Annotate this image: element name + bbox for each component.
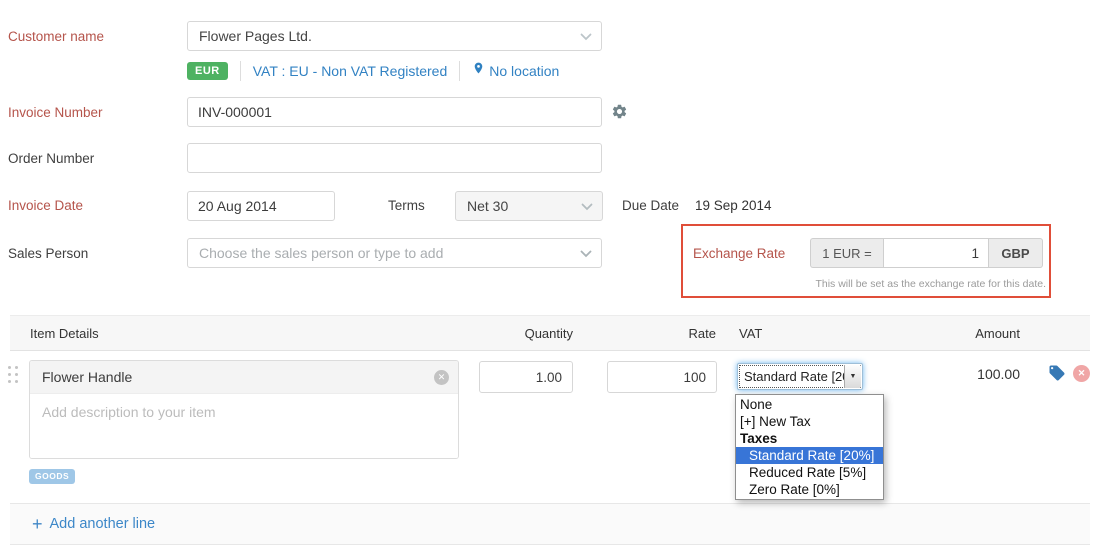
item-description-textarea[interactable] [30,394,458,458]
sales-person-placeholder: Choose the sales person or type to add [199,245,444,261]
invoice-number-label: Invoice Number [8,105,103,120]
plus-icon: + [32,514,43,534]
exchange-rate-input[interactable] [883,238,989,268]
no-location-link[interactable]: No location [489,62,560,79]
divider [459,60,461,81]
terms-label: Terms [388,198,425,213]
exchange-rate-prefix: 1 EUR = [810,238,883,268]
vat-option-standard-rate[interactable]: Standard Rate [20%] [736,447,883,464]
invoice-date-input[interactable] [187,191,335,221]
customer-meta-row: EUR VAT : EU - Non VAT Registered No loc… [187,60,559,81]
vat-option-zero-rate[interactable]: Zero Rate [0%] [749,482,840,497]
rate-input[interactable] [607,361,717,393]
clear-item-icon[interactable]: ✕ [434,370,449,385]
quantity-input[interactable] [479,361,573,393]
items-table-header: Item Details Quantity Rate VAT Amount [10,315,1090,351]
vat-option-reduced-rate[interactable]: Reduced Rate [5%] [749,465,867,480]
chevron-down-icon [580,250,592,258]
add-another-line-button[interactable]: + Add another line [32,515,155,533]
customer-select-value: Flower Pages Ltd. [199,28,312,44]
gear-icon[interactable] [611,103,628,125]
terms-select-value: Net 30 [467,198,509,214]
delete-row-icon[interactable]: ✕ [1073,365,1090,382]
header-item-details: Item Details [30,326,99,341]
header-amount: Amount [975,326,1020,341]
vat-dropdown-menu: None [+] New Tax Taxes Standard Rate [20… [735,394,884,500]
exchange-rate-label: Exchange Rate [693,246,786,261]
header-rate: Rate [688,326,716,341]
location-pin-icon [472,60,485,81]
sales-person-select[interactable]: Choose the sales person or type to add [187,238,602,268]
row-amount-value: 100.00 [977,366,1020,382]
terms-select[interactable]: Net 30 [455,191,603,221]
item-type-badge: GOODS [29,469,76,484]
item-details-card: ✕ [29,360,459,459]
vat-select-arrow-icon[interactable]: ▼ [844,365,861,388]
order-number-label: Order Number [8,151,95,166]
header-quantity: Quantity [524,326,573,341]
vat-select-value: Standard Rate [20%] [744,369,845,384]
due-date-value: 19 Sep 2014 [695,198,772,213]
vat-select[interactable]: Standard Rate [20%] ▼ [737,363,863,390]
vat-option-new-tax[interactable]: [+] New Tax [740,414,811,429]
chevron-down-icon [581,203,593,211]
vat-option-none[interactable]: None [740,397,773,412]
invoice-number-input[interactable] [187,97,602,127]
vat-optgroup-taxes: Taxes [740,431,778,446]
customer-vat-link[interactable]: VAT : EU - Non VAT Registered [252,62,448,79]
item-name-input[interactable] [30,361,458,393]
chevron-down-icon [580,33,592,41]
due-date-label: Due Date [622,198,680,213]
divider [239,60,241,81]
add-line-band: + Add another line [10,503,1090,545]
order-number-input[interactable] [187,143,602,173]
add-another-line-label: Add another line [49,516,156,532]
currency-badge: EUR [187,61,228,80]
customer-name-label: Customer name [8,29,105,44]
row-drag-handle[interactable] [8,366,18,383]
invoice-date-label: Invoice Date [8,198,84,213]
exchange-rate-group: 1 EUR = GBP [810,238,1043,268]
exchange-rate-help-text: This will be set as the exchange rate fo… [815,278,1046,290]
customer-select[interactable]: Flower Pages Ltd. [187,21,602,51]
tag-icon[interactable] [1048,364,1066,387]
exchange-rate-suffix: GBP [989,238,1043,268]
sales-person-label: Sales Person [8,246,89,261]
header-vat: VAT [739,326,763,341]
